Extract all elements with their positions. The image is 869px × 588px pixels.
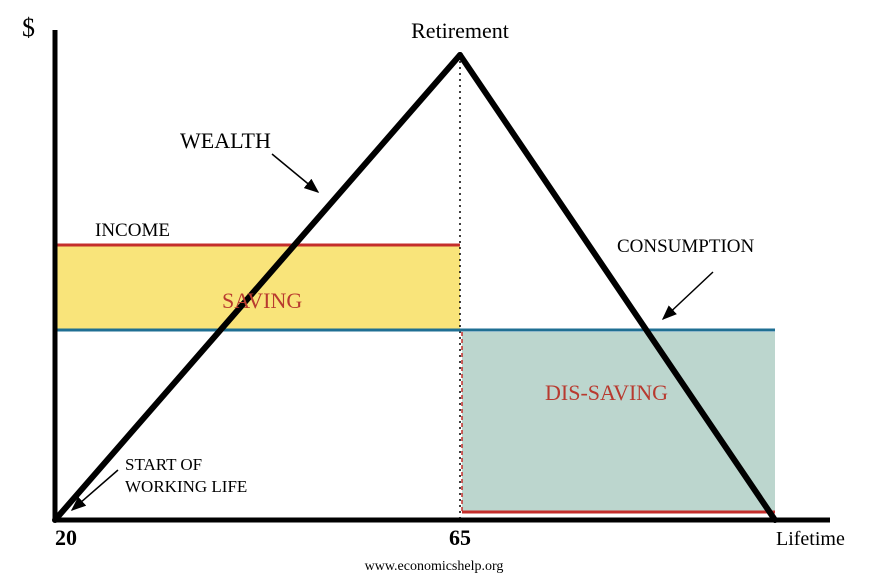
start-working-label-1: START OF (125, 455, 202, 474)
life-cycle-diagram: $ Retirement WEALTH INCOME CONSUMPTION SAVING… (0, 0, 869, 588)
wealth-label: WEALTH (180, 128, 271, 153)
start-working-label-2: WORKING LIFE (125, 477, 247, 496)
dissaving-region (462, 332, 775, 512)
dissaving-label: DIS-SAVING (545, 380, 668, 405)
consumption-arrow (663, 272, 713, 319)
x-axis-label: Lifetime (776, 528, 845, 550)
x-tick-65: 65 (449, 525, 471, 550)
income-label: INCOME (95, 220, 170, 241)
saving-label: SAVING (222, 288, 302, 313)
y-axis-label: $ (22, 13, 35, 42)
footer-attribution: www.economicshelp.org (365, 559, 504, 574)
x-tick-20: 20 (55, 525, 77, 550)
consumption-label: CONSUMPTION (617, 236, 755, 257)
retirement-label: Retirement (411, 18, 509, 43)
wealth-arrow (272, 154, 318, 192)
